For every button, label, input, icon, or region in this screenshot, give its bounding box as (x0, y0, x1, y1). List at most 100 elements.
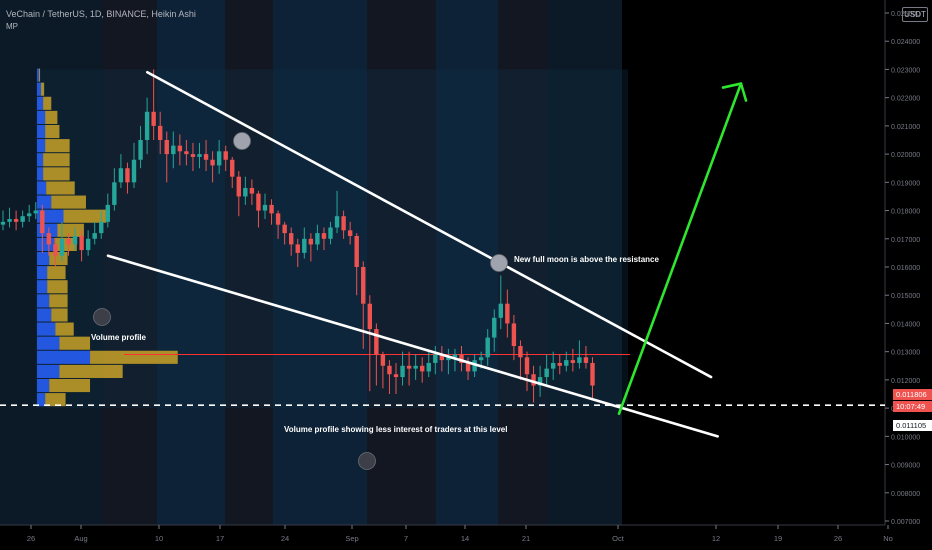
candle-body (367, 303, 372, 330)
candle-body (557, 362, 562, 366)
profile-bar-up (37, 68, 40, 82)
profile-bar-down (43, 153, 70, 167)
candle-body (577, 357, 582, 363)
profile-bar-up (37, 96, 44, 110)
candle-body (236, 176, 241, 197)
price-tick-label: 0.014000 (891, 321, 920, 328)
time-tick-label: Aug (74, 534, 87, 543)
profile-bar-down (47, 280, 68, 294)
price-tick-label: 0.021000 (891, 124, 920, 131)
candle-body (7, 219, 12, 222)
candle-body (478, 357, 484, 361)
candle-body (223, 151, 228, 160)
price-tick-label: 0.010000 (891, 434, 920, 441)
profile-bar-up (37, 237, 55, 251)
profile-bar-up (37, 266, 48, 280)
candle-body (105, 204, 110, 222)
profile-bar-up (37, 350, 91, 364)
profile-bar-up (37, 364, 60, 378)
projection-arrow-head (721, 82, 748, 102)
profile-bar-down (45, 124, 60, 139)
candle-body (92, 233, 97, 239)
candle-body (413, 365, 418, 369)
candle-body (72, 235, 78, 245)
chart-title: VeChain / TetherUS, 1D, BINANCE, Heikin … (6, 9, 196, 19)
profile-bar-down (45, 110, 58, 124)
candle-body (400, 365, 405, 378)
time-tick-label: 10 (155, 534, 163, 543)
candle-body (66, 238, 71, 245)
profile-bar-down (63, 209, 107, 223)
profile-bar-up (37, 167, 44, 181)
price-tick-label: 0.016000 (891, 265, 920, 272)
candle-body (210, 159, 215, 166)
volume-profile-annotation: Volume profile (91, 333, 146, 342)
profile-bar-down (59, 336, 91, 350)
profile-bar-up (37, 139, 46, 153)
profile-bar-down (57, 223, 84, 237)
candle-body (53, 244, 58, 256)
moon-phase-marker (358, 452, 376, 470)
candle-body (544, 368, 549, 378)
profile-bar-up (37, 336, 60, 350)
profile-bar-up (37, 124, 46, 139)
profile-bar-up (37, 294, 50, 308)
profile-bar-down (39, 68, 41, 82)
candles-layer (0, 69, 595, 403)
candle-body (387, 365, 392, 375)
less-interest-annotation: Volume profile showing less interest of … (284, 425, 508, 434)
profile-bar-down (51, 308, 68, 322)
candle-body (59, 238, 65, 256)
candle-body (151, 111, 156, 126)
dashed-level-tag: 0.011105 (893, 420, 932, 431)
price-tick-label: 0.025000 (891, 11, 920, 18)
candle-body (361, 267, 366, 304)
time-tick-label: 26 (27, 534, 35, 543)
candle-body (295, 244, 300, 253)
price-tick-label: 0.007000 (891, 519, 920, 526)
candle-body (0, 221, 6, 225)
candle-body (197, 154, 202, 157)
time-tick-label: 21 (522, 534, 530, 543)
candle-body (216, 151, 222, 166)
indicator-label[interactable]: MP (6, 22, 18, 31)
candle-body (13, 219, 19, 222)
candle-body (354, 235, 359, 267)
candle-body (315, 233, 320, 245)
profile-bar-down (49, 251, 68, 266)
candle-body (190, 154, 196, 157)
candle-body (511, 323, 517, 347)
candle-body (551, 362, 556, 369)
profile-bar-up (37, 181, 47, 195)
candle-body (446, 357, 451, 361)
time-tick-label: Sep (345, 534, 358, 543)
candle-body (164, 140, 169, 155)
time-tick-label: Oct (612, 534, 625, 543)
candle-body (308, 238, 314, 245)
price-tick-label: 0.012000 (891, 378, 920, 385)
candle-body (158, 125, 163, 140)
candle-body (426, 362, 431, 372)
session-band (157, 0, 225, 525)
candle-body (590, 362, 595, 386)
profile-bar-up (37, 153, 44, 167)
profile-bar-down (41, 82, 45, 96)
price-tick-label: 0.015000 (891, 293, 920, 300)
candle-body (472, 360, 477, 372)
candle-body (85, 238, 91, 251)
candle-body (583, 357, 589, 363)
price-tick-label: 0.019000 (891, 180, 920, 187)
profile-bar-up (37, 393, 46, 407)
candle-body (112, 182, 117, 205)
candle-body (177, 145, 183, 152)
candle-body (492, 317, 497, 338)
resistance-trendline (146, 70, 713, 379)
profile-bar-down (46, 181, 75, 195)
time-tick-label: 19 (774, 534, 782, 543)
price-tick-label: 0.013000 (891, 350, 920, 357)
last-price-tag: 0.011806 (893, 389, 932, 400)
currency-badge[interactable]: USDT (902, 7, 928, 22)
candle-body (328, 227, 333, 239)
candle-body (125, 168, 130, 183)
